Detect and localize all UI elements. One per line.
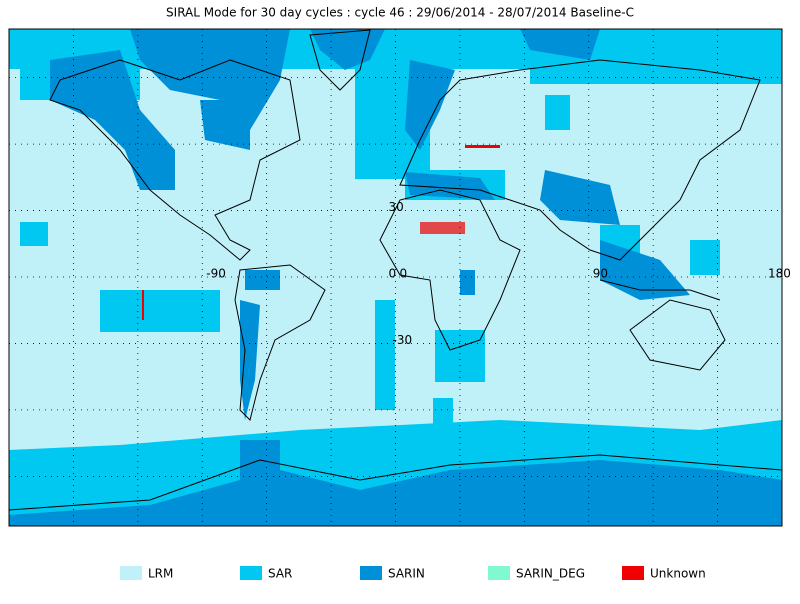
legend-item: LRM xyxy=(120,566,173,581)
graticule: -90 0 90 180 30 0 -30 xyxy=(9,29,791,526)
lon-label: 0 xyxy=(400,267,408,281)
legend-item: SAR xyxy=(240,566,292,581)
legend-label: SAR xyxy=(268,567,292,581)
lon-label: 90 xyxy=(593,267,608,281)
legend-item: Unknown xyxy=(622,566,706,581)
lat-label: -30 xyxy=(393,333,413,347)
map-title: SIRAL Mode for 30 day cycles : cycle 46 … xyxy=(166,6,634,20)
map-frame xyxy=(8,28,783,527)
legend-swatch xyxy=(120,566,142,580)
unknown-regions xyxy=(142,145,500,320)
legend-swatch xyxy=(488,566,510,580)
legend-item: SARIN_DEG xyxy=(488,566,585,581)
legend-swatch xyxy=(240,566,262,580)
legend-label: SARIN xyxy=(388,567,425,581)
lon-label: -90 xyxy=(206,267,226,281)
legend-label: Unknown xyxy=(650,567,706,581)
legend-item: SARIN xyxy=(360,566,425,581)
legend-swatch xyxy=(622,566,644,580)
coastlines xyxy=(8,29,783,511)
legend-label: SARIN_DEG xyxy=(516,567,585,581)
map-area: -90 0 90 180 30 0 -30 xyxy=(8,28,791,527)
legend-swatch xyxy=(360,566,382,580)
legend: LRM SAR SARIN SARIN_DEG Unknown xyxy=(120,566,706,581)
lat-label: 30 xyxy=(389,200,404,214)
lat-label: 0 xyxy=(389,267,397,281)
legend-label: LRM xyxy=(148,567,173,581)
lon-label: 180 xyxy=(768,267,791,281)
